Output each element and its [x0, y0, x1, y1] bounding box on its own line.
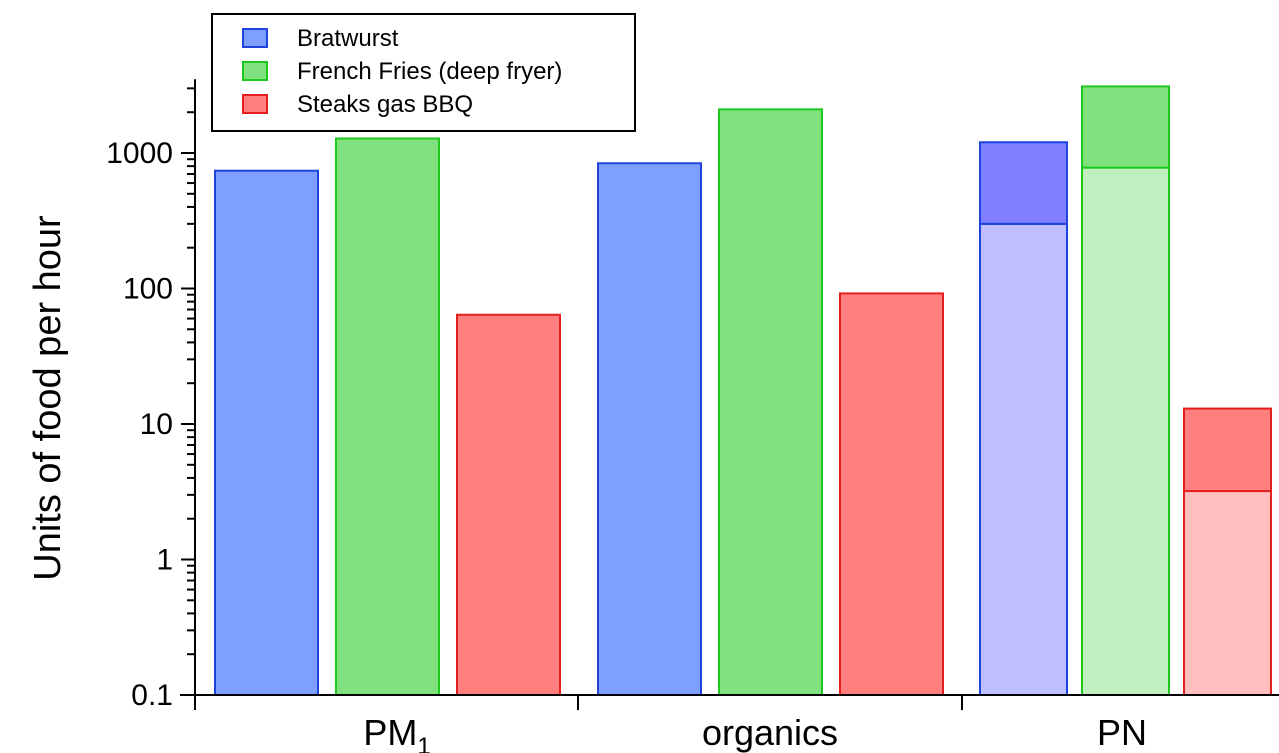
- legend-swatch-0: [242, 28, 268, 48]
- legend-label-1: French Fries (deep fryer): [297, 58, 562, 85]
- bar-2-2-lower: [1183, 490, 1272, 696]
- y-tick-label: 0.1: [131, 679, 173, 712]
- bar-2-1-lower: [1081, 166, 1170, 697]
- axes-group: 0.1 1 10 100 1000 PM1 organics PN Units of food …: [27, 79, 1279, 753]
- bar-0-1: [335, 137, 440, 697]
- bar-1-2: [839, 292, 944, 696]
- bar-1-1: [718, 108, 823, 696]
- y-tick-label: 100: [123, 273, 173, 306]
- bar-0-2: [456, 313, 561, 696]
- y-tick-label: 1: [156, 544, 173, 577]
- legend-swatch-1: [242, 61, 268, 81]
- bar-2-2-upper: [1183, 407, 1272, 493]
- x-category-label: organics: [702, 712, 838, 753]
- bar-2-0-lower: [979, 222, 1068, 696]
- legend-label-0: Bratwurst: [297, 25, 399, 52]
- bar-2-1-upper: [1081, 85, 1170, 169]
- legend-swatch-2: [242, 94, 268, 114]
- bar-0-0: [214, 169, 319, 696]
- legend-box: [211, 13, 636, 132]
- bar-1-0: [597, 162, 702, 697]
- y-tick-label: 1000: [106, 137, 173, 170]
- y-tick-label: 10: [140, 408, 173, 441]
- legend: Bratwurst French Fries (deep fryer) Steaks…: [211, 13, 636, 132]
- x-category-label: PM1: [363, 712, 430, 753]
- y-axis-label: Units of food per hour: [27, 215, 69, 581]
- bars-group: [214, 85, 1272, 697]
- bar-2-0-upper: [979, 141, 1068, 225]
- legend-label-2: Steaks gas BBQ: [297, 91, 473, 118]
- x-category-label: PN: [1097, 712, 1147, 753]
